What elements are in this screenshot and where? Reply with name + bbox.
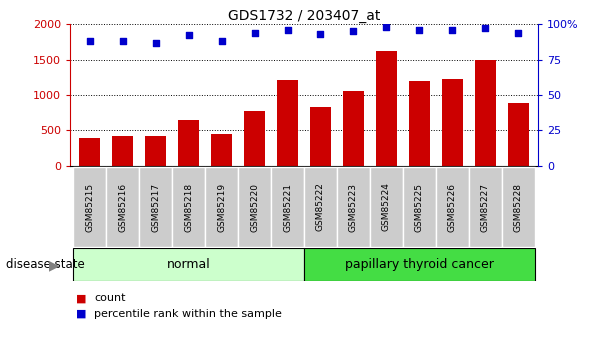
- Text: GSM85220: GSM85220: [250, 183, 259, 231]
- Point: [151, 40, 161, 45]
- Text: GSM85222: GSM85222: [316, 183, 325, 231]
- Point: [348, 28, 358, 34]
- FancyBboxPatch shape: [370, 167, 403, 247]
- FancyBboxPatch shape: [469, 167, 502, 247]
- FancyBboxPatch shape: [139, 167, 172, 247]
- Bar: [277, 80, 299, 166]
- Text: GSM85221: GSM85221: [283, 183, 292, 231]
- Point: [250, 30, 260, 36]
- Text: ■: ■: [76, 309, 86, 319]
- Text: GSM85217: GSM85217: [151, 183, 160, 231]
- Text: GSM85227: GSM85227: [481, 183, 490, 231]
- FancyBboxPatch shape: [238, 167, 271, 247]
- Bar: [145, 136, 167, 166]
- Point: [447, 27, 457, 32]
- FancyBboxPatch shape: [73, 167, 106, 247]
- Bar: [112, 136, 133, 166]
- Text: GSM85216: GSM85216: [118, 183, 127, 231]
- Text: GSM85228: GSM85228: [514, 183, 523, 231]
- FancyBboxPatch shape: [73, 248, 304, 281]
- Bar: [475, 60, 496, 166]
- Bar: [309, 107, 331, 166]
- Text: GSM85226: GSM85226: [448, 183, 457, 231]
- Text: GSM85224: GSM85224: [382, 183, 391, 231]
- FancyBboxPatch shape: [337, 167, 370, 247]
- Point: [184, 33, 193, 38]
- Bar: [409, 81, 430, 166]
- Point: [283, 27, 292, 32]
- FancyBboxPatch shape: [436, 167, 469, 247]
- Text: ▶: ▶: [49, 258, 60, 272]
- FancyBboxPatch shape: [502, 167, 535, 247]
- Point: [316, 31, 325, 37]
- Text: GSM85218: GSM85218: [184, 183, 193, 231]
- Point: [118, 38, 128, 44]
- Text: papillary thyroid cancer: papillary thyroid cancer: [345, 258, 494, 271]
- Bar: [441, 79, 463, 166]
- Text: disease state: disease state: [6, 258, 85, 271]
- FancyBboxPatch shape: [304, 248, 535, 281]
- Point: [480, 26, 490, 31]
- Text: GSM85223: GSM85223: [349, 183, 358, 231]
- Bar: [376, 51, 397, 166]
- FancyBboxPatch shape: [271, 167, 304, 247]
- Bar: [343, 91, 364, 166]
- FancyBboxPatch shape: [403, 167, 436, 247]
- Bar: [178, 120, 199, 166]
- Text: count: count: [94, 294, 126, 303]
- FancyBboxPatch shape: [304, 167, 337, 247]
- Text: GSM85225: GSM85225: [415, 183, 424, 231]
- Text: GSM85215: GSM85215: [85, 183, 94, 231]
- Point: [85, 38, 95, 44]
- Bar: [79, 138, 100, 166]
- Title: GDS1732 / 203407_at: GDS1732 / 203407_at: [228, 9, 380, 23]
- Text: ■: ■: [76, 294, 86, 303]
- Bar: [211, 135, 232, 166]
- Text: GSM85219: GSM85219: [217, 183, 226, 231]
- Point: [216, 38, 226, 44]
- FancyBboxPatch shape: [205, 167, 238, 247]
- FancyBboxPatch shape: [106, 167, 139, 247]
- Point: [513, 30, 523, 36]
- Text: percentile rank within the sample: percentile rank within the sample: [94, 309, 282, 319]
- Point: [415, 27, 424, 32]
- Bar: [244, 111, 265, 166]
- Text: normal: normal: [167, 258, 210, 271]
- Bar: [508, 103, 529, 166]
- FancyBboxPatch shape: [172, 167, 205, 247]
- Point: [382, 24, 392, 30]
